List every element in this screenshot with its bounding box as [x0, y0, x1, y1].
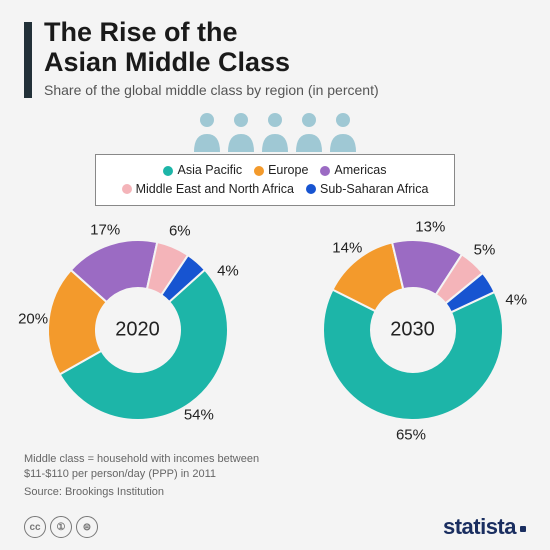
slice-label: 14%: [332, 239, 362, 256]
legend-item: Americas: [320, 161, 386, 180]
slice-label: 13%: [415, 218, 445, 235]
slice-label: 65%: [396, 426, 426, 443]
slice-label: 17%: [90, 222, 120, 239]
slice-label: 20%: [18, 310, 48, 327]
legend: Asia Pacific Europe Americas Middle East an…: [95, 154, 455, 206]
by-icon: ①: [50, 516, 72, 538]
legend-item: Middle East and North Africa: [122, 180, 294, 199]
chart-year: 2030: [390, 319, 435, 342]
cc-icons: cc ① ⊜: [24, 516, 98, 538]
footer: cc ① ⊜ statista: [24, 514, 526, 540]
people-illustration: [0, 110, 550, 157]
source-line: Source: Brookings Institution: [24, 486, 164, 498]
chart-year: 2020: [115, 319, 160, 342]
nd-icon: ⊜: [76, 516, 98, 538]
slice-label: 5%: [474, 241, 496, 258]
slice-label: 54%: [184, 407, 214, 424]
legend-item: Sub-Saharan Africa: [306, 180, 428, 199]
footnote: Middle class = household with incomes be…: [24, 452, 259, 482]
legend-item: Asia Pacific: [163, 161, 242, 180]
donut-chart: 2030 65% 14% 13% 5% 4%: [298, 215, 528, 445]
statista-logo: statista: [443, 514, 526, 540]
slice-label: 4%: [217, 262, 239, 279]
page-title: The Rise of theAsian Middle Class: [44, 18, 290, 77]
legend-item: Europe: [254, 161, 308, 180]
page-subtitle: Share of the global middle class by regi…: [44, 82, 379, 98]
slice-label: 4%: [505, 291, 527, 308]
donut-slice: [322, 290, 502, 420]
slice-label: 6%: [169, 222, 191, 239]
charts-row: 2020 54% 20% 17% 6% 4% 2030 65% 14% 13% 5% 4%: [0, 215, 550, 445]
accent-bar: [24, 22, 32, 98]
cc-icon: cc: [24, 516, 46, 538]
donut-chart: 2020 54%20%17%6%4%: [23, 215, 253, 445]
